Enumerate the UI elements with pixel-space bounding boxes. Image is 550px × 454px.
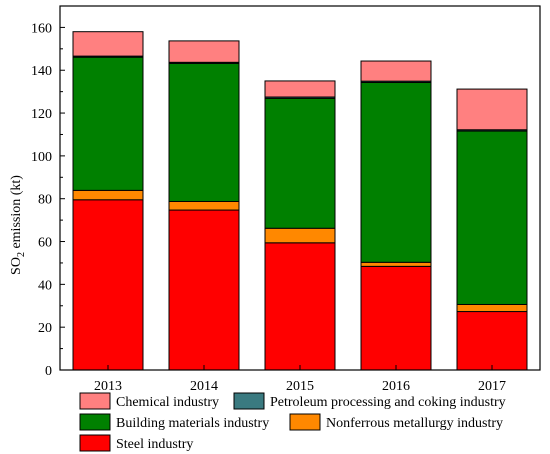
legend-swatch — [79, 413, 111, 431]
bar-2014-series-1 — [168, 200, 240, 211]
legend-label: Nonferrous metallurgy industry — [326, 416, 503, 431]
bar-2014-series-4 — [168, 40, 240, 63]
bar-2017-series-2 — [456, 130, 528, 305]
bar-2013-series-1 — [72, 189, 144, 201]
bar-2017-series-0 — [456, 311, 528, 371]
y-tick-label: 80 — [38, 193, 52, 208]
legend-swatch — [289, 413, 321, 431]
x-tick-label: 2016 — [382, 379, 410, 394]
bar-2015-series-2 — [264, 97, 336, 229]
y-axis: 0 20 40 60 80 100 120 140 160 — [31, 21, 65, 379]
legend-label: Chemical industry — [116, 395, 219, 410]
x-axis: 2013 2014 2015 2016 2017 — [94, 365, 506, 394]
bar-2015-series-1 — [264, 227, 336, 244]
y-tick-label: 160 — [31, 21, 52, 36]
legend: Chemical industry Petroleum processing an… — [79, 392, 506, 452]
bar-2016-series-1 — [360, 261, 432, 267]
legend-label: Building materials industry — [116, 416, 269, 431]
bar-2013-series-0 — [72, 199, 144, 371]
y-tick-label: 0 — [45, 364, 52, 379]
bar-2013-series-2 — [72, 56, 144, 191]
bar-2014-series-2 — [168, 62, 240, 202]
bar-2015-series-4 — [264, 80, 336, 98]
x-tick-label: 2017 — [478, 379, 506, 394]
legend-swatch — [79, 392, 111, 410]
y-axis-title: SO2 emission (kt) — [9, 175, 27, 275]
y-tick-label: 140 — [31, 64, 52, 79]
x-tick-label: 2013 — [94, 379, 122, 394]
y-tick-label: 120 — [31, 107, 52, 122]
bar-2016-series-2 — [360, 81, 432, 263]
bar-2015-series-0 — [264, 242, 336, 371]
bar-2016-series-0 — [360, 265, 432, 371]
y-tick-label: 100 — [31, 150, 52, 165]
legend-label: Steel industry — [116, 437, 193, 452]
bar-2013-series-4 — [72, 31, 144, 57]
x-tick-label: 2015 — [286, 379, 314, 394]
plot-area — [59, 5, 541, 371]
legend-swatch — [233, 392, 265, 410]
bar-2017-series-1 — [456, 303, 528, 313]
y-tick-label: 60 — [38, 236, 52, 251]
y-tick-label: 40 — [38, 278, 52, 293]
bar-2016-series-4 — [360, 60, 432, 82]
bar-2014-series-0 — [168, 209, 240, 371]
y-tick-label: 20 — [38, 321, 52, 336]
x-tick-label: 2014 — [190, 379, 218, 394]
bar-2017-series-4 — [456, 88, 528, 131]
legend-label: Petroleum processing and coking industry — [270, 395, 506, 410]
legend-swatch — [79, 434, 111, 452]
